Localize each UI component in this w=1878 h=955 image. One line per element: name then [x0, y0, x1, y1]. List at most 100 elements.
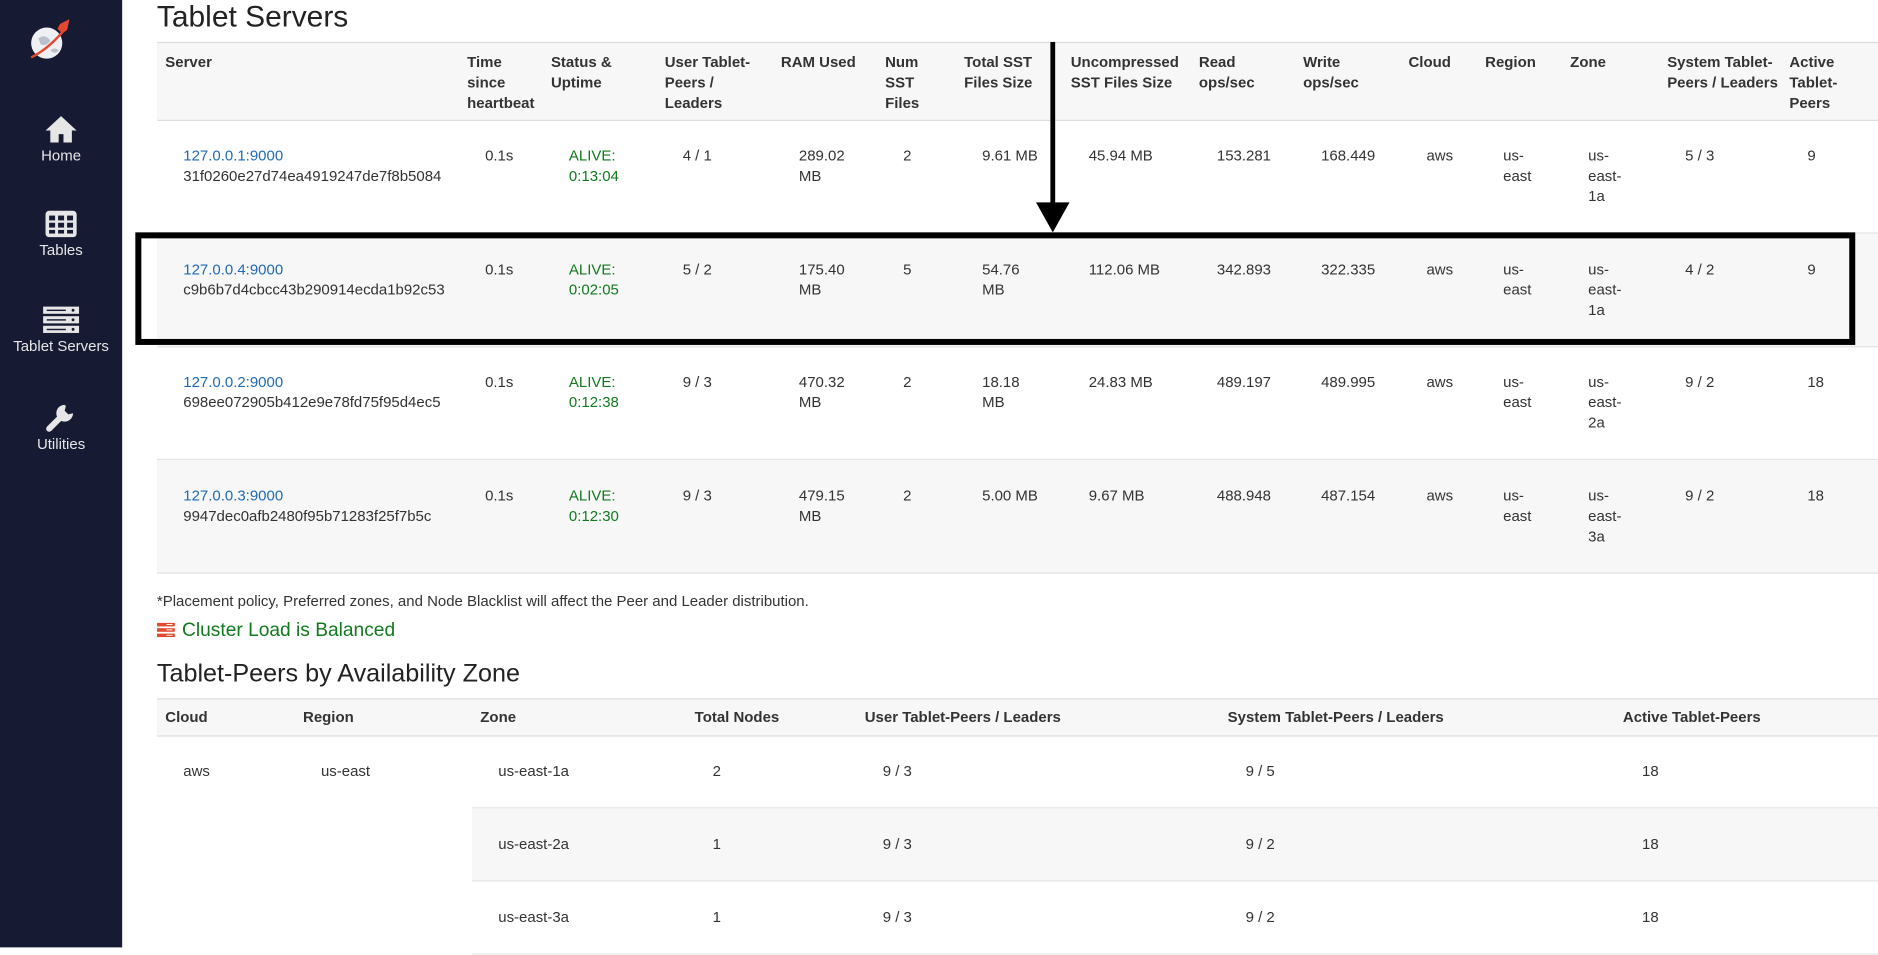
- zone-system-cell: 9 / 5: [1245, 762, 1275, 780]
- write-cell: 168.449: [1321, 147, 1376, 165]
- zone-cell: us-east-3a: [1588, 486, 1622, 545]
- zone-zone-cell: us-east-2a: [498, 835, 569, 853]
- ram-cell: 175.40 MB: [798, 260, 845, 298]
- zone-zone-cell: us-east-1a: [498, 762, 569, 780]
- column-header[interactable]: Cloud: [1408, 53, 1451, 71]
- column-header[interactable]: RAM Used: [780, 53, 856, 71]
- total-sst-cell: 5.00 MB: [982, 486, 1038, 504]
- write-cell: 489.995: [1321, 373, 1376, 391]
- column-header[interactable]: Active Tablet-Peers: [1789, 53, 1838, 112]
- sidebar-item-label: Home: [41, 147, 82, 165]
- zone-user-cell: 9 / 3: [882, 835, 912, 853]
- cloud-cell: aws: [1426, 373, 1454, 391]
- write-cell: 322.335: [1321, 260, 1376, 278]
- status-cell: ALIVE: 0:12:30: [568, 486, 619, 524]
- active-cell: 9: [1807, 260, 1816, 278]
- zones-column-header[interactable]: System Tablet-Peers / Leaders: [1227, 709, 1444, 726]
- server-link[interactable]: 127.0.0.4:9000: [183, 260, 284, 278]
- zone-row: us-east-1a 2 9 / 3 9 / 5 18: [471, 735, 1878, 809]
- highlight-annotation-box: [135, 232, 1856, 345]
- zones-column-header[interactable]: Total Nodes: [694, 709, 780, 726]
- system-peers-cell: 9 / 2: [1685, 373, 1715, 391]
- read-cell: 488.948: [1216, 486, 1271, 504]
- server-link[interactable]: 127.0.0.3:9000: [183, 486, 284, 504]
- heartbeat-cell: 0.1s: [485, 486, 514, 504]
- column-header[interactable]: Num SST Files: [885, 53, 920, 112]
- server-balance-icon: [156, 622, 175, 638]
- read-cell: 489.197: [1216, 373, 1271, 391]
- annotation-arrow-icon: [1036, 41, 1070, 233]
- zone-cloud-cell: aws: [183, 762, 210, 780]
- sidebar-item-label: Utilities: [36, 435, 86, 453]
- sidebar-item-home[interactable]: Home: [0, 115, 122, 164]
- cluster-balance-status: Cluster Load is Balanced: [156, 620, 395, 642]
- region-cell: us-east: [1503, 260, 1532, 298]
- read-cell: 153.281: [1216, 147, 1271, 165]
- column-header[interactable]: Total SST Files Size: [964, 53, 1033, 92]
- total-sst-cell: 54.76 MB: [982, 260, 1020, 298]
- sidebar-item-tablet-servers[interactable]: Tablet Servers: [0, 305, 122, 355]
- zones-column-header[interactable]: Cloud: [165, 709, 208, 726]
- ram-cell: 479.15 MB: [798, 486, 845, 524]
- cloud-cell: aws: [1426, 260, 1454, 278]
- status-cell: ALIVE: 0:02:05: [568, 260, 619, 298]
- sidebar-item-utilities[interactable]: Utilities: [0, 401, 122, 453]
- total-sst-cell: 9.61 MB: [982, 147, 1038, 165]
- active-cell: 9: [1807, 147, 1816, 165]
- server-uuid: 31f0260e27d74ea4919247de7f8b5084: [183, 167, 442, 185]
- uncompressed-cell: 24.83 MB: [1088, 373, 1153, 391]
- server-cell: 127.0.0.1:9000 31f0260e27d74ea4919247de7f…: [183, 146, 441, 187]
- server-cell: 127.0.0.2:9000 698ee072905b412e9e78fd75f9…: [183, 372, 440, 413]
- zone-cell: us-east-1a: [1588, 147, 1622, 205]
- zone-row: us-east-2a 1 9 / 3 9 / 2 18: [471, 808, 1878, 882]
- zones-column-header[interactable]: Zone: [480, 709, 517, 726]
- zone-region-cell: us-east: [320, 762, 371, 780]
- cloud-cell: aws: [1426, 147, 1454, 165]
- server-cell: 127.0.0.4:9000 c9b6b7d4cbcc43b290914ecda1…: [183, 259, 444, 300]
- column-header[interactable]: Server: [165, 53, 212, 71]
- column-header[interactable]: Uncompressed SST Files Size: [1070, 53, 1179, 92]
- server-uuid: 9947dec0afb2480f95b71283f25f7b5c: [183, 507, 432, 524]
- zone-user-cell: 9 / 3: [882, 909, 912, 926]
- logo-icon[interactable]: [26, 17, 74, 71]
- zone-active-cell: 18: [1642, 762, 1659, 780]
- zone-active-cell: 18: [1642, 835, 1659, 853]
- zone-user-cell: 9 / 3: [882, 762, 912, 780]
- write-cell: 487.154: [1321, 486, 1376, 504]
- region-cell: us-east: [1503, 373, 1532, 411]
- region-cell: us-east: [1503, 486, 1532, 524]
- sidebar-item-tables[interactable]: Tables: [0, 210, 122, 259]
- zone-zone-cell: us-east-3a: [498, 909, 569, 926]
- page-title: Tablet Servers: [156, 0, 349, 34]
- num-sst-cell: 2: [903, 147, 912, 165]
- zones-column-header[interactable]: Active Tablet-Peers: [1622, 709, 1761, 726]
- placement-footnote: *Placement policy, Preferred zones, and …: [156, 592, 809, 610]
- user-peers-cell: 4 / 1: [682, 147, 712, 165]
- server-row: 127.0.0.4:9000 c9b6b7d4cbcc43b290914ecda1…: [156, 232, 1878, 347]
- column-header[interactable]: Zone: [1570, 53, 1606, 71]
- read-cell: 342.893: [1216, 260, 1271, 278]
- server-cell: 127.0.0.3:9000 9947dec0afb2480f95b71283f2…: [183, 486, 431, 527]
- server-stack-icon: [43, 306, 80, 333]
- column-header[interactable]: Status & Uptime: [550, 53, 612, 92]
- num-sst-cell: 2: [903, 373, 912, 391]
- zone-system-cell: 9 / 2: [1245, 835, 1275, 853]
- zones-section-title: Tablet-Peers by Availability Zone: [156, 659, 520, 688]
- zones-column-header[interactable]: Region: [303, 709, 354, 726]
- home-icon: [45, 116, 77, 143]
- server-link[interactable]: 127.0.0.2:9000: [183, 373, 284, 391]
- heartbeat-cell: 0.1s: [485, 260, 514, 278]
- column-header[interactable]: Region: [1485, 53, 1536, 71]
- zone-cell: us-east-1a: [1588, 260, 1622, 318]
- column-header[interactable]: User Tablet-Peers / Leaders: [664, 53, 751, 112]
- server-link[interactable]: 127.0.0.1:9000: [183, 147, 284, 165]
- column-header[interactable]: System Tablet-Peers / Leaders: [1667, 53, 1778, 92]
- heartbeat-cell: 0.1s: [485, 373, 514, 391]
- zone-cell: us-east-2a: [1588, 373, 1622, 432]
- column-header[interactable]: Time since heartbeat: [467, 53, 535, 112]
- zones-column-header[interactable]: User Tablet-Peers / Leaders: [864, 709, 1061, 726]
- column-header[interactable]: Write ops/sec: [1303, 53, 1359, 92]
- sidebar-item-label: Tablet Servers: [13, 337, 109, 355]
- server-uuid: 698ee072905b412e9e78fd75f95d4ec5: [183, 394, 441, 411]
- column-header[interactable]: Read ops/sec: [1198, 53, 1255, 92]
